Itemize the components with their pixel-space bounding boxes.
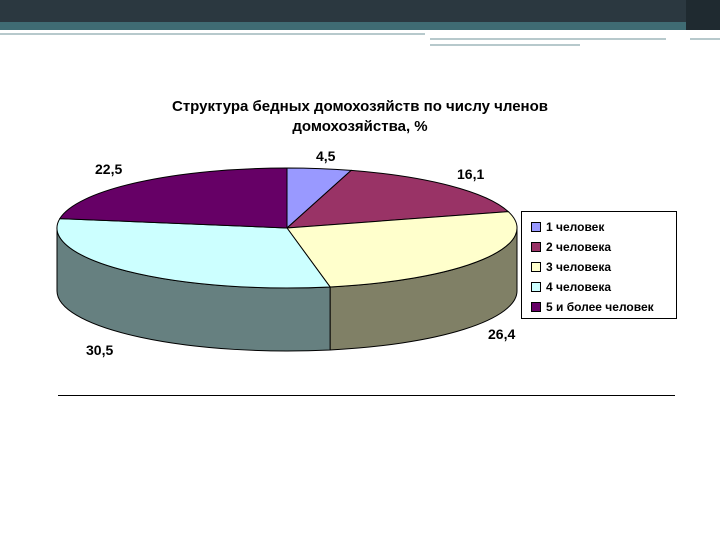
legend-swatch [531, 242, 541, 252]
bottom-rule [58, 395, 675, 396]
pie-slice-2 [285, 169, 510, 229]
slide-top-bar [0, 0, 720, 22]
legend-item-4-persons: 4 человека [531, 278, 611, 296]
chart-legend: 1 человек 2 человека 3 человека 4 челове… [521, 211, 677, 319]
data-label-3-persons: 26,4 [488, 326, 516, 342]
decorative-line [430, 44, 580, 46]
decorative-line [0, 33, 425, 35]
legend-label: 1 человек [546, 220, 605, 234]
legend-label: 4 человека [546, 280, 612, 294]
legend-swatch [531, 262, 541, 272]
legend-label: 5 и более человек [546, 300, 654, 314]
pie-slice-4 [56, 218, 332, 289]
data-label-1-person: 4,5 [316, 148, 336, 164]
data-label-5-plus-persons: 22,5 [95, 161, 123, 177]
decorative-line [430, 38, 666, 40]
slide-top-corner-block [686, 0, 720, 30]
legend-swatch [531, 222, 541, 232]
chart-title-line-2: домохозяйства, % [292, 118, 428, 135]
legend-label: 2 человека [546, 240, 612, 254]
legend-item-2-persons: 2 человека [531, 238, 611, 256]
chart-title-line-1: Структура бедных домохозяйств по числу ч… [172, 98, 548, 115]
decorative-line [690, 38, 720, 40]
legend-swatch [531, 282, 541, 292]
legend-item-5-plus-persons: 5 и более человек [531, 298, 654, 316]
legend-item-3-persons: 3 человека [531, 258, 611, 276]
pie-slice-5 [58, 167, 288, 229]
pie-slice-3 [286, 211, 518, 288]
legend-label: 3 человека [546, 260, 612, 274]
legend-swatch [531, 302, 541, 312]
data-label-2-persons: 16,1 [457, 166, 485, 182]
legend-item-1-person: 1 человек [531, 218, 604, 236]
data-label-4-persons: 30,5 [86, 342, 114, 358]
slide-top-accent-strip [0, 22, 720, 30]
